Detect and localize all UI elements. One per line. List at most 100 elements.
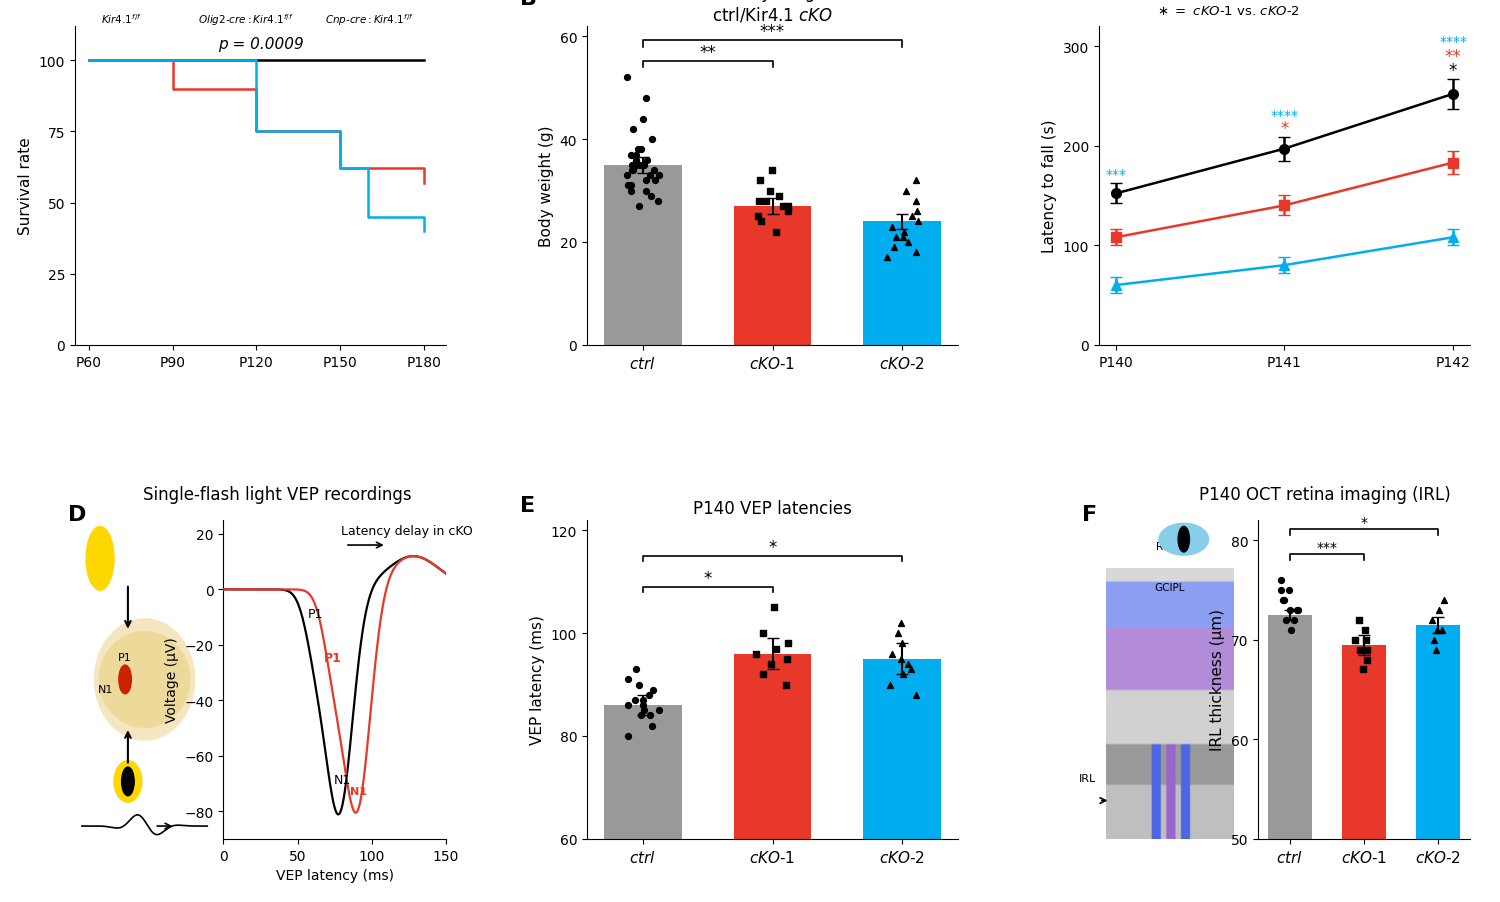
Point <box>1272 593 1296 607</box>
Point <box>904 245 928 260</box>
Bar <box>734 207 812 345</box>
Title: P140 VEP latencies: P140 VEP latencies <box>693 500 852 518</box>
Point <box>904 205 928 219</box>
Point <box>621 123 645 137</box>
Text: **: ** <box>699 44 715 62</box>
Text: N1: N1 <box>333 774 351 787</box>
Point <box>632 698 656 713</box>
Point <box>744 647 768 661</box>
Y-axis label: Latency to fall (s): Latency to fall (s) <box>1042 120 1058 253</box>
Point <box>884 230 908 244</box>
Point <box>646 704 670 718</box>
Point <box>1347 642 1371 657</box>
Point <box>896 657 920 671</box>
Point <box>634 153 658 168</box>
Point <box>904 688 928 703</box>
Bar <box>864 222 940 345</box>
Point <box>762 601 786 615</box>
Point <box>620 179 644 193</box>
Text: P1: P1 <box>118 652 132 663</box>
Text: ****: **** <box>1438 35 1467 49</box>
Point <box>760 163 784 178</box>
Point <box>632 693 656 707</box>
Point <box>646 195 670 209</box>
Point <box>776 652 800 667</box>
Text: B: B <box>520 0 537 9</box>
Text: GCIPL: GCIPL <box>1155 583 1185 593</box>
Point <box>616 698 640 713</box>
Point <box>766 189 790 204</box>
Point <box>644 174 668 189</box>
Point <box>898 662 922 676</box>
Point <box>747 195 771 209</box>
Point <box>634 92 658 106</box>
Point <box>890 637 914 651</box>
Point <box>1426 603 1450 617</box>
Point <box>627 677 651 692</box>
Point <box>642 163 666 178</box>
Point <box>1269 573 1293 587</box>
Point <box>879 220 903 235</box>
Text: *: * <box>1449 62 1458 79</box>
Point <box>748 174 772 189</box>
Text: IRL: IRL <box>1078 774 1096 784</box>
Bar <box>1416 625 1461 902</box>
Circle shape <box>122 768 134 796</box>
Point <box>874 251 898 265</box>
Text: *: * <box>768 538 777 557</box>
Point <box>616 179 640 193</box>
Point <box>752 667 776 682</box>
Point <box>620 163 644 178</box>
Point <box>624 662 648 676</box>
Bar <box>604 705 681 902</box>
Y-axis label: VEP latency (ms): VEP latency (ms) <box>531 615 546 744</box>
Text: ***: *** <box>1106 169 1126 182</box>
Point <box>764 641 788 656</box>
Point <box>1353 632 1377 647</box>
Point <box>634 174 658 189</box>
Point <box>1425 622 1449 637</box>
Point <box>1269 583 1293 597</box>
Point <box>632 112 656 126</box>
Point <box>880 647 904 661</box>
Circle shape <box>118 666 132 694</box>
Y-axis label: Body weight (g): Body weight (g) <box>538 125 554 247</box>
Point <box>882 241 906 255</box>
Point <box>886 626 910 640</box>
Point <box>759 657 783 671</box>
Point <box>771 199 795 214</box>
Point <box>776 637 800 651</box>
Bar <box>864 659 940 902</box>
Bar <box>604 166 681 345</box>
Text: *: * <box>1281 120 1288 137</box>
Text: F: F <box>1082 504 1096 525</box>
Text: *: * <box>1360 515 1368 529</box>
Point <box>627 199 651 214</box>
Point <box>1286 603 1310 617</box>
Text: *: * <box>704 569 712 587</box>
Point <box>774 677 798 692</box>
Point <box>615 71 639 86</box>
Bar <box>1268 615 1312 902</box>
Point <box>620 159 644 173</box>
Text: N1: N1 <box>98 685 114 695</box>
Point <box>1270 593 1294 607</box>
Text: ****: **** <box>1270 108 1299 123</box>
Text: $\it{Cnp}$-$\it{cre:Kir4.1}^{f/f}$: $\it{Cnp}$-$\it{cre:Kir4.1}^{f/f}$ <box>326 13 414 28</box>
Point <box>890 652 914 667</box>
Point <box>624 159 648 173</box>
Point <box>628 708 652 723</box>
Point <box>1342 632 1366 647</box>
Circle shape <box>86 527 114 591</box>
Point <box>1425 642 1449 657</box>
Point <box>630 143 654 158</box>
Bar <box>734 654 812 902</box>
Text: P1: P1 <box>308 607 322 621</box>
Point <box>1354 652 1378 667</box>
Point <box>900 210 924 225</box>
Point <box>621 163 645 178</box>
Circle shape <box>1178 527 1190 552</box>
Point <box>1431 593 1455 607</box>
Point <box>750 215 774 229</box>
Point <box>638 688 662 703</box>
